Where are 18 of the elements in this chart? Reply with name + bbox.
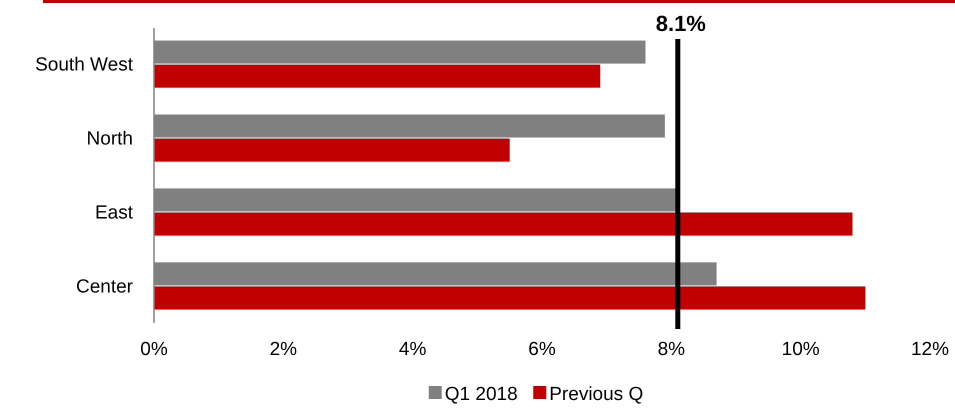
x-tick-label: 10% bbox=[782, 339, 820, 360]
bar bbox=[154, 64, 600, 88]
x-tick-label: 6% bbox=[528, 339, 556, 360]
ref-line-label: 8.1% bbox=[656, 11, 706, 36]
legend-label: Previous Q bbox=[549, 384, 644, 405]
x-tick-label: 8% bbox=[658, 339, 686, 360]
x-tick-label: 12% bbox=[910, 339, 950, 360]
y-tick-label: East bbox=[94, 202, 134, 224]
y-tick-label: South West bbox=[35, 54, 134, 76]
legend-label: Q1 2018 bbox=[444, 384, 518, 405]
bar bbox=[154, 286, 866, 310]
bar bbox=[154, 212, 852, 236]
y-tick-label: Center bbox=[76, 276, 134, 298]
bar bbox=[154, 138, 510, 162]
x-tick-label: 2% bbox=[270, 339, 298, 360]
x-tick-label: 0% bbox=[140, 339, 168, 360]
x-tick-label: 4% bbox=[398, 339, 426, 360]
y-tick-label: North bbox=[86, 128, 133, 150]
